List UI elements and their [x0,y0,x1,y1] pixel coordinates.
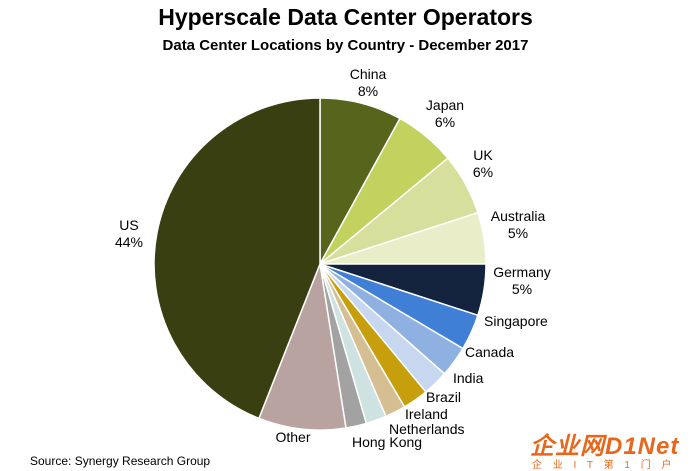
slice-label-ireland: Ireland [405,406,448,422]
slice-label-brazil: Brazil [426,389,461,405]
slice-label-germany: Germany 5% [493,264,551,297]
slice-label-other: Other [275,429,310,445]
slice-label-us: US 44% [115,217,143,250]
source-note: Source: Synergy Research Group [30,454,211,468]
chart-subtitle: Data Center Locations by Country - Decem… [162,37,529,54]
watermark-sub: 企 业 I T 第 1 门 户 [532,460,676,471]
slice-label-china: China 8% [350,66,387,99]
slice-label-netherlands: Netherlands [389,421,465,437]
slice-label-australia: Australia 5% [491,208,546,241]
pie-slice-other [257,261,347,431]
slice-label-canada: Canada [465,344,514,360]
slice-label-japan: Japan 6% [426,97,464,130]
watermark-logo: 企业网D1Net 企 业 I T 第 1 门 户 [530,426,690,471]
chart-title: Hyperscale Data Center Operators [158,4,533,30]
slice-label-hong-kong: Hong Kong [352,434,422,450]
slice-label-uk: UK 6% [473,147,494,180]
slice-label-singapore: Singapore [484,313,548,329]
slice-label-india: India [453,370,484,386]
pie-slice-us [153,97,321,420]
watermark-main: 企业网D1Net [530,433,680,460]
